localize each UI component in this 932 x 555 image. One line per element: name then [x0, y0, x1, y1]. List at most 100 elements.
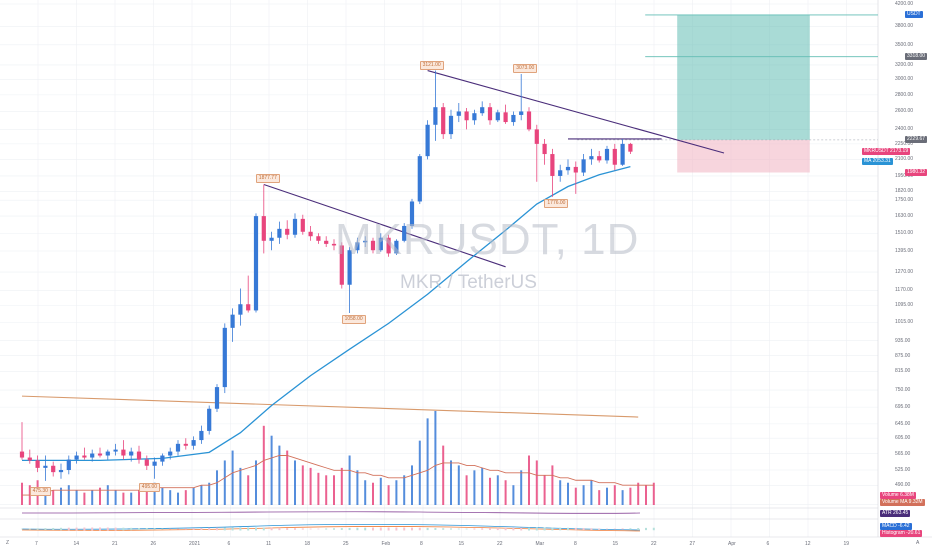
volume-bar	[130, 492, 133, 505]
candle-body	[612, 148, 617, 165]
macd-histogram-bar	[528, 527, 530, 531]
macd-histogram-bar	[395, 527, 398, 531]
price-tick-label: 875.00	[895, 352, 911, 359]
macd-histogram-bar	[379, 527, 382, 531]
macd-histogram-bar	[364, 527, 367, 531]
price-tick-label: 1395.00	[895, 247, 914, 254]
volume-bar	[153, 482, 156, 505]
volume-bar	[317, 472, 320, 505]
macd-histogram-bar	[356, 527, 359, 531]
date-tick-label: 12	[805, 541, 811, 547]
candle-body	[74, 455, 79, 460]
price-annotation: 1877.77	[255, 174, 280, 184]
volume-bar	[590, 480, 593, 505]
macd-histogram-bar	[60, 527, 62, 531]
candle-body	[456, 111, 461, 116]
candle-body	[331, 243, 337, 246]
candle-body	[35, 460, 40, 468]
price-tick-label: 935.00	[895, 337, 911, 344]
macd-histogram-bar	[340, 528, 343, 530]
date-tick-label: Feb	[381, 541, 391, 547]
volume-bar	[489, 477, 491, 505]
candle-body	[191, 440, 196, 446]
macd-histogram-bar	[418, 527, 421, 531]
macd-histogram-bar	[106, 527, 109, 531]
macd-histogram-bar	[286, 528, 289, 530]
date-tick-label: 15	[458, 541, 465, 547]
candle-body	[292, 218, 298, 235]
price-tick-label: 3000.00	[895, 76, 914, 83]
candle-body	[425, 124, 430, 157]
macd-histogram-bar	[36, 528, 39, 530]
price-tick-label: 605.00	[895, 435, 911, 442]
date-tick-label: 7	[35, 541, 38, 547]
volume-bar	[333, 475, 335, 505]
volume-bar	[75, 490, 78, 505]
candle-body	[480, 107, 485, 114]
macd-histogram-bar	[457, 528, 460, 530]
candle-body	[542, 143, 547, 155]
volume-bar	[403, 475, 406, 505]
date-tick-label: 8	[420, 541, 423, 547]
macd-histogram-bar	[200, 527, 203, 531]
volume-bar	[559, 480, 562, 505]
macd-histogram-bar	[44, 528, 47, 530]
volume-bar	[645, 485, 647, 505]
macd-histogram-bar	[574, 527, 577, 531]
candle-body	[550, 154, 555, 176]
price-tick-label: 4200.00	[895, 1, 914, 7]
volume-bar	[426, 418, 429, 505]
macd-histogram-bar	[621, 528, 624, 530]
volume-bar	[504, 480, 507, 505]
candle-body	[136, 451, 142, 460]
volume-bar	[512, 485, 515, 505]
macd-histogram-bar	[567, 527, 569, 531]
macd-histogram-bar	[520, 527, 523, 531]
price-tick-label: 1510.00	[895, 230, 914, 237]
volume-ma-line	[22, 455, 654, 496]
volume-bar	[21, 482, 23, 505]
volume-bar	[192, 487, 195, 505]
long-position-target-zone	[677, 14, 810, 140]
indicator-value-label: Histogram -20.61	[880, 530, 923, 537]
macd-histogram-bar	[613, 528, 616, 530]
candle-body	[581, 159, 586, 173]
macd-histogram-bar	[598, 528, 601, 530]
macd-histogram-bar	[590, 528, 593, 530]
macd-histogram-bar	[426, 527, 429, 531]
macd-histogram-bar	[67, 527, 70, 531]
candle-body	[487, 107, 493, 121]
price-axis-label: MKRUSDT 2173.19	[862, 148, 911, 156]
volume-bar	[122, 492, 125, 505]
price-tick-label: 2100.00	[895, 156, 914, 163]
candle-body	[316, 236, 321, 241]
macd-histogram-bar	[543, 527, 546, 531]
volume-bar	[200, 485, 203, 505]
volume-bar	[372, 482, 374, 505]
macd-histogram-bar	[28, 528, 31, 530]
date-tick-label: 18	[304, 541, 311, 547]
candle-body	[409, 201, 415, 226]
candle-body	[82, 455, 87, 458]
price-tick-label: 565.00	[895, 450, 911, 457]
price-tick-label: 1270.00	[895, 269, 914, 276]
volume-bar	[309, 467, 312, 505]
volume-bar	[44, 487, 47, 505]
price-tick-label: 3800.00	[895, 23, 914, 30]
indicator-value-label: Volume MA 9.32M	[880, 499, 925, 506]
candle-body	[199, 430, 204, 441]
long-position-stop-zone	[677, 139, 810, 173]
macd-histogram-bar	[99, 527, 101, 531]
volume-bar	[481, 467, 484, 505]
macd-histogram-bar	[177, 528, 179, 530]
watermark-pair: MKR / TetherUS	[400, 272, 537, 293]
candle-body	[105, 451, 110, 456]
candle-body	[402, 225, 407, 241]
macd-histogram-bar	[91, 527, 94, 531]
volume-bar	[450, 460, 452, 505]
trendline-main-downtrend	[427, 70, 725, 154]
trendline-ascending-support	[21, 395, 639, 418]
watermark-symbol: MKRUSDT, 1D	[335, 215, 640, 264]
